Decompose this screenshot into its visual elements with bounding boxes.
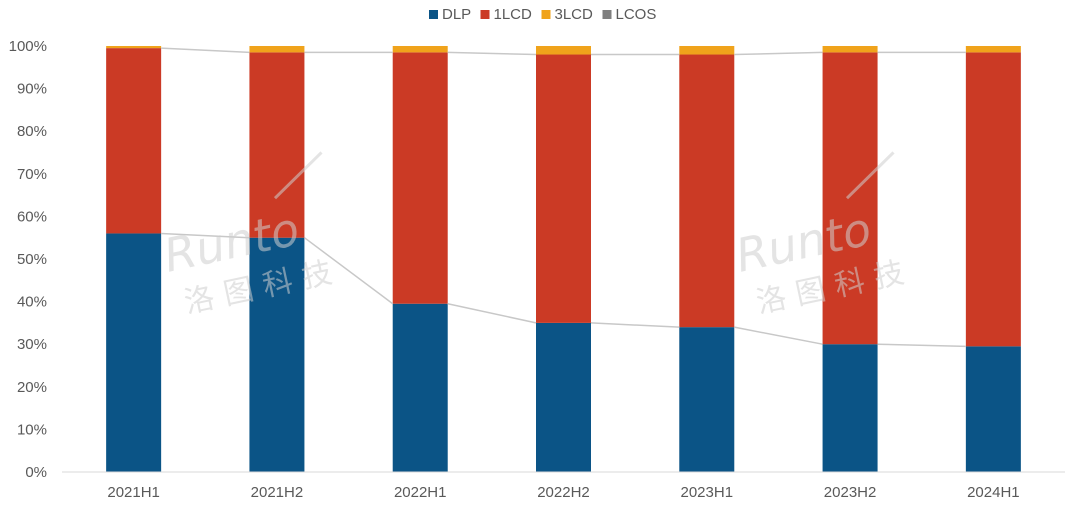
bar-segment-1lcd-2024h1 xyxy=(965,52,1021,347)
legend-swatch-dlp xyxy=(429,10,438,19)
bar-segment-dlp-2023h1 xyxy=(679,327,735,472)
legend-label-dlp: DLP xyxy=(442,6,471,23)
legend-swatch-1lcd xyxy=(480,10,490,19)
lcd-series-line xyxy=(161,47,250,54)
bar-segment-3lcd-2023h2 xyxy=(822,46,878,53)
x-tick-label: 2021H2 xyxy=(251,484,304,501)
y-tick-label: 20% xyxy=(17,379,47,396)
dlp-series-line xyxy=(161,232,250,239)
bar-segment-dlp-2022h1 xyxy=(392,303,448,472)
x-tick-label: 2022H2 xyxy=(537,484,590,501)
x-tick-label: 2023H2 xyxy=(824,484,877,501)
legend: DLP 1LCD 3LCD LCOS xyxy=(429,6,656,23)
y-axis: 0% 10% 20% 30% 40% 50% 60% 70% 80% 90% 100% xyxy=(9,38,47,481)
y-tick-label: 90% xyxy=(17,81,47,98)
dlp-series-line xyxy=(447,302,537,324)
x-axis: 2021H1 2021H2 2022H1 2022H2 2023H1 2023H2 2024… xyxy=(107,484,1019,501)
legend-label-lcos: LCOS xyxy=(616,6,657,23)
bar-segment-1lcd-2023h1 xyxy=(679,54,735,328)
bar-segment-1lcd-2021h1 xyxy=(106,48,162,234)
bar-segment-3lcd-2022h2 xyxy=(536,46,591,55)
y-tick-label: 10% xyxy=(17,421,47,438)
bar-segment-1lcd-2021h2 xyxy=(249,52,305,238)
legend-label-1lcd: 1LCD xyxy=(494,6,533,23)
dlp-series-line xyxy=(303,237,394,305)
bar-segment-dlp-2023h2 xyxy=(822,344,878,472)
bar-segment-1lcd-2022h2 xyxy=(536,54,591,323)
bar-segment-dlp-2022h2 xyxy=(536,322,591,472)
bar-segment-dlp-2021h2 xyxy=(249,237,305,472)
bar-segment-3lcd-2023h1 xyxy=(679,46,735,55)
bar-segment-dlp-2021h1 xyxy=(106,233,162,472)
dlp-series-line xyxy=(734,326,823,345)
bar-segment-3lcd-2024h1 xyxy=(965,46,1021,53)
y-tick-label: 80% xyxy=(17,123,47,140)
y-tick-label: 40% xyxy=(17,294,47,311)
legend-label-3lcd: 3LCD xyxy=(555,6,594,23)
dlp-series-line xyxy=(877,343,966,348)
dlp-series-line xyxy=(590,322,680,328)
y-tick-label: 30% xyxy=(17,336,47,353)
x-tick-label: 2022H1 xyxy=(394,484,447,501)
bar-segment-dlp-2024h1 xyxy=(965,346,1021,472)
lcd-series-line xyxy=(447,51,537,56)
legend-swatch-lcos xyxy=(602,10,612,19)
x-tick-label: 2021H1 xyxy=(107,484,160,501)
x-tick-label: 2024H1 xyxy=(967,484,1020,501)
y-tick-label: 100% xyxy=(9,38,47,55)
bar-segment-3lcd-2021h2 xyxy=(249,46,305,53)
series-connector-lines xyxy=(161,47,966,348)
lcd-series-line xyxy=(734,51,823,56)
bars xyxy=(106,46,1021,472)
y-tick-label: 0% xyxy=(25,464,47,481)
bar-segment-1lcd-2022h1 xyxy=(392,52,448,304)
bar-segment-1lcd-2023h2 xyxy=(822,52,878,345)
y-tick-label: 50% xyxy=(17,251,47,268)
legend-swatch-3lcd xyxy=(541,10,551,19)
y-tick-label: 70% xyxy=(17,166,47,183)
bar-segment-3lcd-2021h1 xyxy=(106,46,162,49)
watermark-swoosh xyxy=(845,151,895,200)
bar-segment-3lcd-2022h1 xyxy=(392,46,448,53)
x-tick-label: 2023H1 xyxy=(681,484,734,501)
watermark-swoosh xyxy=(273,151,323,200)
y-tick-label: 60% xyxy=(17,208,47,225)
